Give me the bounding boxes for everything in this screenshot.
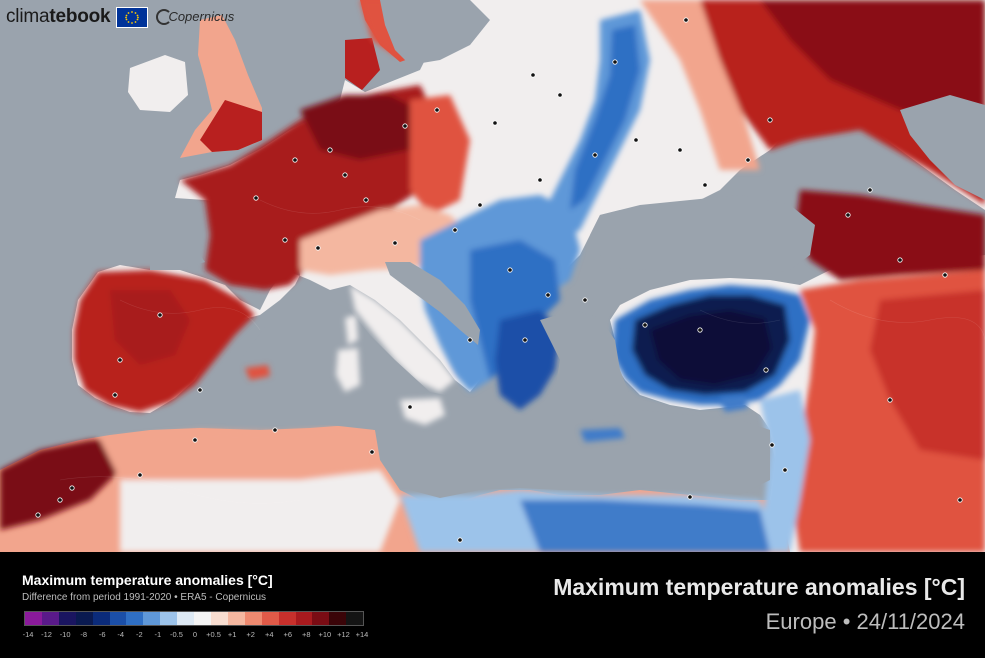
colorbar-segment: [75, 612, 93, 625]
island-sardinia: [336, 348, 360, 392]
land-britain-south: [200, 100, 262, 152]
colorbar-segment: [92, 612, 110, 625]
anomaly-algeria: [100, 428, 370, 485]
bay-of-biscay: [150, 240, 205, 270]
island-balearic: [245, 365, 270, 380]
colorbar-tick-label: +4: [264, 630, 274, 639]
colorbar-segment: [25, 612, 42, 625]
anomaly-benelux: [300, 95, 420, 160]
colorbar-tick-label: +6: [283, 630, 293, 639]
colorbar-segment: [41, 612, 59, 625]
anomaly-east-mild: [640, 0, 760, 170]
colorbar-segment: [58, 612, 76, 625]
colorbar-tick-label: +14: [355, 630, 369, 639]
colorbar-tick-label: -8: [80, 630, 87, 639]
anomaly-poland-blue-deep: [570, 25, 640, 210]
colorbar-tick-label: +10: [318, 630, 332, 639]
separator: •: [842, 609, 851, 634]
colorbar-tick-label: +1: [227, 630, 237, 639]
colorbar-tick-label: -4: [117, 630, 125, 639]
mediterranean-central: [200, 300, 770, 498]
map-title: Maximum temperature anomalies [°C]: [553, 574, 965, 600]
colorbar-tick-label: -0.5: [169, 630, 183, 639]
colorbar-tick-label: -1: [154, 630, 162, 639]
colorbar-ticks: -14 -12 -10 -8 -6 -4 -2 -1 -0.5 0 +0.5 +1 +2 +4 +6 +8 +1…: [22, 630, 369, 642]
island-cyprus: [720, 396, 748, 412]
colorbar-segment: [227, 612, 245, 625]
anomaly-sahara-white: [120, 470, 400, 552]
anomaly-iberia-hot: [110, 290, 190, 365]
anomaly-middle-east-hot: [870, 290, 985, 460]
copernicus-ring-icon: [156, 9, 173, 26]
anomaly-germany-edge: [410, 95, 470, 215]
land-denmark: [345, 38, 380, 90]
island-corsica: [345, 315, 358, 345]
map-subtitle: Europe • 24/11/2024: [766, 609, 965, 635]
anomaly-italy: [350, 285, 455, 392]
climatebook-logo: climatebook: [6, 6, 111, 27]
colorbar-segment: [143, 612, 161, 625]
aegean-sea: [540, 310, 630, 410]
anomaly-caucasus: [795, 190, 985, 280]
baltic-sea: [380, 0, 490, 65]
colorbar-tick-label: -2: [135, 630, 143, 639]
anomaly-greece: [495, 310, 560, 410]
island-crete: [580, 428, 625, 442]
anomaly-turkey-core: [650, 310, 772, 385]
colorbar-segment: [177, 612, 195, 625]
colorbar-segment: [278, 612, 296, 625]
colorbar-tick-label: -12: [41, 630, 52, 639]
colorbar-tick-label: 0: [192, 630, 198, 639]
colorbar-segment: [160, 612, 178, 625]
colorbar-tick-label: +2: [246, 630, 255, 639]
colorbar-tick-label: +0.5: [206, 630, 221, 639]
legend-title: Maximum temperature anomalies [°C]: [22, 572, 273, 588]
anomaly-east-dark: [760, 0, 985, 130]
brand-bar: climatebook Copernicus: [6, 4, 234, 30]
legend-subtitle: Difference from period 1991-2020 • ERA5 …: [22, 592, 266, 603]
colorbar-segment: [329, 612, 347, 625]
adriatic-sea: [385, 262, 480, 345]
date-label: 24/11/2024: [856, 609, 965, 634]
black-sea: [590, 195, 815, 275]
info-panel: Maximum temperature anomalies [°C] Diffe…: [0, 552, 985, 658]
copernicus-logo: Copernicus: [156, 9, 234, 26]
colorbar-segment: [194, 612, 211, 625]
eu-flag-icon: [116, 6, 149, 28]
anomaly-morocco: [0, 440, 120, 530]
anomaly-libya-deep: [520, 500, 770, 552]
colorbar-segment: [244, 612, 262, 625]
region-label: Europe: [765, 609, 837, 634]
caspian-sea: [900, 95, 985, 200]
colorbar-segment: [126, 612, 144, 625]
colorbar-segment: [346, 612, 364, 625]
colorbar-tick-label: +8: [302, 630, 311, 639]
colorbar-tick-label: -14: [22, 630, 34, 639]
colorbar-tick-label: +12: [337, 630, 350, 639]
colorbar: [24, 611, 364, 626]
colorbar-segment: [312, 612, 330, 625]
colorbar-segment: [210, 612, 228, 625]
colorbar-tick-label: -10: [59, 630, 71, 639]
colorbar-segment: [261, 612, 279, 625]
colorbar-tick-label: -6: [98, 630, 106, 639]
colorbar-segment: [109, 612, 127, 625]
colorbar-segment: [295, 612, 313, 625]
city-markers: [35, 17, 963, 543]
anomaly-balkans-cold: [470, 240, 560, 380]
land-ireland: [128, 55, 188, 112]
anomaly-map: [0, 0, 985, 552]
